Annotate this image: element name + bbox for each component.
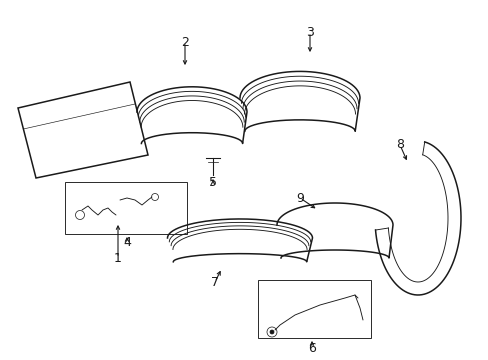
Text: 9: 9 [295, 192, 304, 204]
Text: 7: 7 [210, 275, 219, 288]
Text: 6: 6 [307, 342, 315, 355]
Bar [258, 280, 370, 338]
Text: 5: 5 [208, 176, 217, 189]
Circle shape [269, 330, 273, 334]
Text: 3: 3 [305, 26, 313, 39]
Text: 1: 1 [114, 252, 122, 265]
Text: 8: 8 [395, 139, 403, 152]
Text: 2: 2 [181, 36, 188, 49]
Bar [65, 182, 186, 234]
Text: 4: 4 [123, 237, 131, 249]
